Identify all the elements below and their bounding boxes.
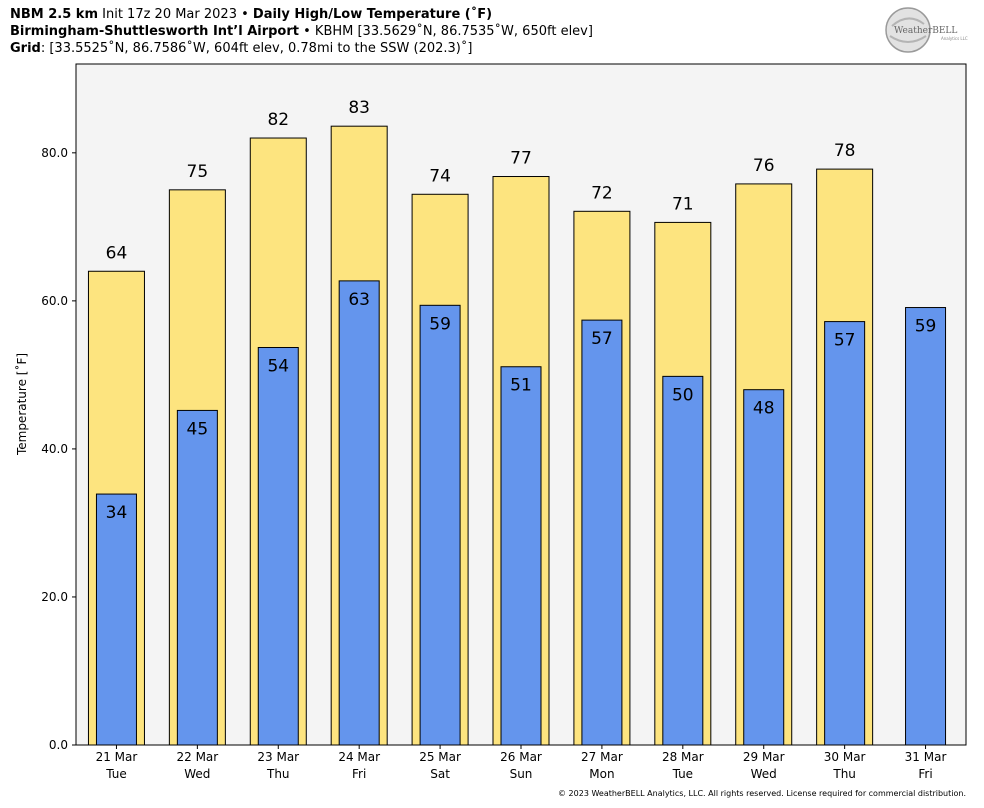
x-tick-label-weekday: Fri bbox=[352, 767, 366, 781]
y-tick-label: 60.0 bbox=[41, 294, 68, 308]
plot-frame bbox=[75, 63, 967, 746]
high-value-label: 72 bbox=[591, 183, 613, 203]
low-value-label: 54 bbox=[267, 357, 289, 377]
x-tick-label-date: 27 Mar bbox=[581, 750, 623, 764]
y-tick-label: 0.0 bbox=[49, 738, 68, 752]
low-bar bbox=[662, 375, 704, 746]
logo-subtext: Analytics LLC bbox=[941, 36, 968, 41]
weatherbell-logo: WeatherBELL Analytics LLC bbox=[885, 7, 968, 53]
high-value-label: 74 bbox=[429, 166, 451, 186]
low-value-label: 48 bbox=[753, 399, 775, 419]
x-tick-label-date: 28 Mar bbox=[662, 750, 704, 764]
low-value-label: 59 bbox=[915, 317, 937, 337]
x-tick-label-weekday: Fri bbox=[918, 767, 932, 781]
high-value-label: 77 bbox=[510, 149, 532, 169]
low-value-label: 57 bbox=[591, 329, 613, 349]
high-value-label: 82 bbox=[267, 110, 289, 130]
high-value-label: 83 bbox=[348, 98, 370, 118]
y-tick-label: 20.0 bbox=[41, 590, 68, 604]
x-tick-label-weekday: Sat bbox=[430, 767, 450, 781]
low-bar bbox=[257, 347, 299, 746]
high-value-label: 76 bbox=[753, 156, 775, 176]
low-value-label: 34 bbox=[106, 503, 128, 523]
x-tick-label-weekday: Wed bbox=[751, 767, 777, 781]
title-line-2: Birmingham-Shuttlesworth Int’l Airport •… bbox=[10, 23, 593, 40]
x-tick-label-weekday: Tue bbox=[105, 767, 127, 781]
x-tick-label-weekday: Mon bbox=[589, 767, 614, 781]
low-bar bbox=[743, 389, 785, 746]
low-value-label: 59 bbox=[429, 314, 451, 334]
low-bar bbox=[419, 304, 461, 746]
logo-wordmark: WeatherBELL bbox=[894, 26, 957, 36]
low-bar bbox=[581, 319, 623, 746]
x-tick-label-weekday: Tue bbox=[672, 767, 694, 781]
x-tick-label-date: 31 Mar bbox=[905, 750, 947, 764]
x-tick-label-date: 23 Mar bbox=[257, 750, 299, 764]
low-value-label: 50 bbox=[672, 385, 694, 405]
low-value-label: 57 bbox=[834, 331, 856, 351]
low-bar bbox=[905, 307, 947, 746]
low-bar bbox=[500, 366, 542, 746]
title-line-3: Grid: [33.5525˚N, 86.7586˚W, 604ft elev,… bbox=[10, 40, 472, 57]
product-name: Daily High/Low Temperature (˚F) bbox=[252, 7, 493, 22]
copyright-notice: © 2023 WeatherBELL Analytics, LLC. All r… bbox=[558, 789, 966, 798]
x-tick-label-date: 24 Mar bbox=[338, 750, 380, 764]
x-tick-label-weekday: Thu bbox=[266, 767, 290, 781]
x-tick-label-weekday: Sun bbox=[510, 767, 533, 781]
low-bar bbox=[338, 280, 380, 746]
x-tick-label-date: 30 Mar bbox=[824, 750, 866, 764]
grid-info: : [33.5525˚N, 86.7586˚W, 604ft elev, 0.7… bbox=[40, 41, 473, 56]
init-time: Init 17z 20 Mar 2023 • bbox=[98, 7, 253, 22]
low-value-label: 51 bbox=[510, 376, 532, 396]
high-value-label: 64 bbox=[106, 243, 128, 263]
model-name: NBM 2.5 km bbox=[10, 7, 98, 22]
y-axis-label: Temperature [˚F] bbox=[14, 353, 29, 456]
high-value-label: 75 bbox=[187, 162, 209, 182]
x-tick-label-date: 21 Mar bbox=[96, 750, 138, 764]
low-value-label: 45 bbox=[187, 419, 209, 439]
y-tick-label: 40.0 bbox=[41, 442, 68, 456]
x-tick-label-date: 22 Mar bbox=[176, 750, 218, 764]
low-bar bbox=[176, 409, 218, 746]
y-tick-label: 80.0 bbox=[41, 146, 68, 160]
low-bar bbox=[95, 493, 137, 746]
x-tick-label-date: 29 Mar bbox=[743, 750, 785, 764]
x-tick-label-date: 26 Mar bbox=[500, 750, 542, 764]
high-value-label: 71 bbox=[672, 194, 694, 214]
x-tick-label-date: 25 Mar bbox=[419, 750, 461, 764]
grid-label: Grid bbox=[10, 41, 41, 56]
station-name: Birmingham-Shuttlesworth Int’l Airport bbox=[10, 24, 299, 39]
x-tick-label-weekday: Wed bbox=[184, 767, 210, 781]
low-bar bbox=[824, 321, 866, 746]
low-value-label: 63 bbox=[348, 290, 370, 310]
title-line-1: NBM 2.5 km Init 17z 20 Mar 2023 • Daily … bbox=[10, 6, 492, 23]
x-tick-label-weekday: Thu bbox=[832, 767, 856, 781]
high-value-label: 78 bbox=[834, 141, 856, 161]
station-info: • KBHM [33.5629˚N, 86.7535˚W, 650ft elev… bbox=[298, 24, 593, 39]
